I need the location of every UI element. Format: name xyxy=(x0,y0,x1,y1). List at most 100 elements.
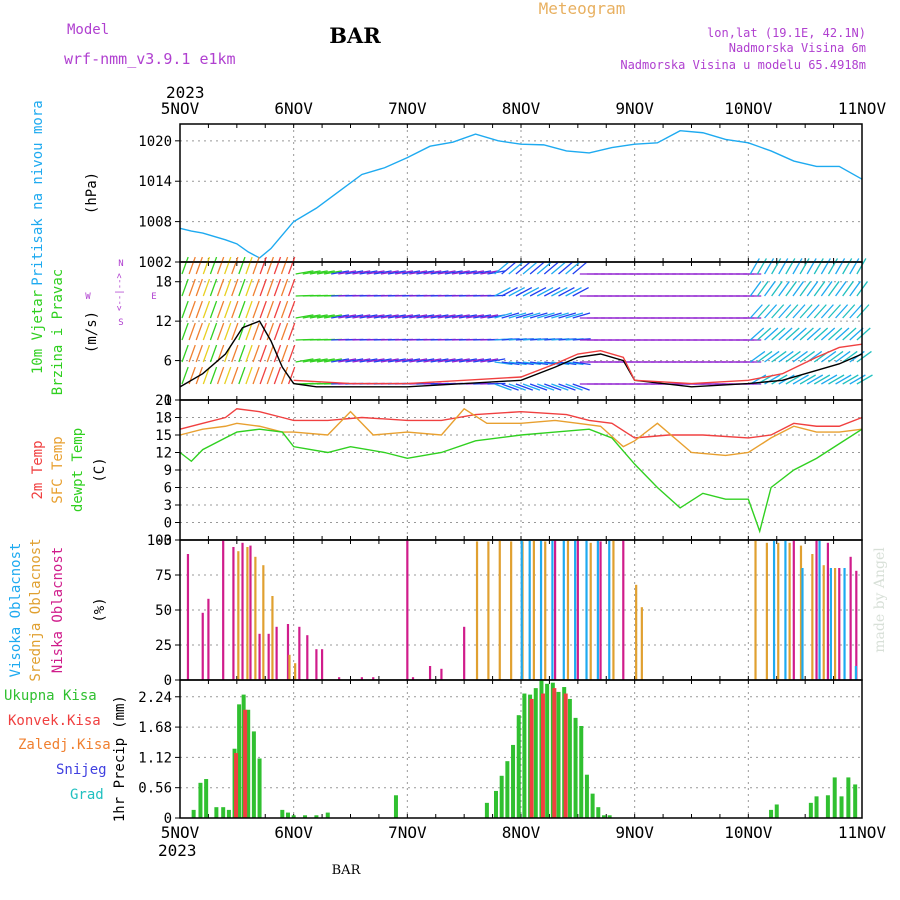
wind-compass-s: S xyxy=(118,318,123,328)
bar-precip xyxy=(291,815,296,818)
wind-arrow xyxy=(508,286,525,297)
wind-arrow xyxy=(508,312,527,319)
wind-arrow xyxy=(216,322,225,341)
wind-arrow xyxy=(572,261,587,275)
wind-arrow xyxy=(338,270,357,275)
bar-precip xyxy=(540,693,545,818)
y-tick-label: 0 xyxy=(164,393,172,409)
bar-cloud xyxy=(288,654,291,680)
x-tick-label-top: 11NOV xyxy=(838,99,887,118)
wind-arrow xyxy=(331,358,350,363)
wind-arrow xyxy=(842,374,859,385)
wind-arrow xyxy=(501,383,519,391)
wind-arrow xyxy=(309,270,328,275)
bar-cloud xyxy=(298,626,301,680)
wind-arrow xyxy=(792,304,806,319)
bar-cloud xyxy=(596,540,599,680)
wind-arrow xyxy=(345,314,364,319)
wind-arrow xyxy=(757,350,773,363)
cloud-ylabel3: Niska Oblacnost xyxy=(50,547,66,673)
year-label-bottom: 2023 xyxy=(158,841,197,860)
wind-arrow xyxy=(494,312,513,319)
wind-arrow xyxy=(259,344,267,363)
precip-unit: (mm) xyxy=(112,695,128,729)
station-title: BAR xyxy=(329,23,381,48)
bar-cloud xyxy=(599,541,602,680)
wind-arrow xyxy=(444,358,463,363)
bar-cloud xyxy=(562,540,565,680)
precip-ylabel: 1hr Precip xyxy=(112,738,128,822)
bar-precip xyxy=(251,731,256,818)
wind-arrow xyxy=(778,350,794,363)
bar-cloud xyxy=(338,677,341,680)
temp-ylabel3: dewpt Temp xyxy=(70,428,86,512)
wind-arrow xyxy=(295,314,314,319)
x-axis-bottom: 5NOV 6NOV 7NOV 8NOV 9NOV 10NOV 11NOV xyxy=(161,823,887,842)
bar-cloud xyxy=(275,626,278,680)
wind-arrow xyxy=(785,350,801,363)
bar-precip xyxy=(237,704,242,818)
bar-cloud xyxy=(246,547,249,680)
wind-arrow xyxy=(202,300,211,319)
wind-arrow xyxy=(856,304,870,319)
bar-precip xyxy=(280,809,285,818)
wind-arrow xyxy=(828,374,845,385)
wind-arrow xyxy=(387,358,406,363)
bar-cloud xyxy=(544,541,547,680)
wind-arrow xyxy=(544,286,561,297)
bar-cloud xyxy=(539,540,543,680)
wind-arrow xyxy=(224,322,232,341)
wind-arrow xyxy=(856,327,871,341)
wind-arrow xyxy=(544,361,563,366)
wind-arrow xyxy=(259,300,267,319)
bar-cloud xyxy=(551,540,554,680)
y-tick-label: 25 xyxy=(155,638,172,654)
wind-arrow xyxy=(771,258,782,275)
bar-cloud xyxy=(528,540,531,680)
wind-arrow xyxy=(522,286,540,297)
wind-arrow xyxy=(366,314,385,319)
bar-cloud xyxy=(360,677,363,680)
wind-arrow xyxy=(209,366,218,385)
bar-cloud xyxy=(463,626,466,680)
temp-ylabel: 2m Temp xyxy=(30,440,46,499)
wind-arrow xyxy=(352,270,371,275)
wind-arrow xyxy=(216,300,225,319)
wind-arrow xyxy=(501,261,516,275)
bar-cloud xyxy=(232,547,235,680)
wind-arrow xyxy=(259,322,267,341)
wind-arrow xyxy=(366,270,385,275)
wind-arrow xyxy=(558,383,576,391)
wind-arrow xyxy=(259,366,267,385)
wind-arrow xyxy=(536,286,554,297)
wind-arrow xyxy=(316,358,335,363)
wind-arrow xyxy=(529,286,547,297)
wind-arrow xyxy=(799,304,813,319)
bar-precip xyxy=(567,698,572,818)
wind-arrow xyxy=(494,361,513,366)
bar-precip xyxy=(204,779,209,818)
wind-arrow xyxy=(195,278,203,297)
wind-arrow xyxy=(287,344,296,363)
wind-arrow xyxy=(287,366,296,385)
wind-arrow xyxy=(565,286,582,297)
wind-arrow xyxy=(458,314,477,319)
wind-arrow xyxy=(749,258,760,275)
panel-frame xyxy=(179,679,863,819)
wind-arrow xyxy=(842,327,857,341)
wind-arrow xyxy=(537,312,555,319)
wind-arrow xyxy=(480,314,499,319)
y-tick-label: 12 xyxy=(155,446,172,462)
wind-arrow xyxy=(544,383,562,391)
wind-arrow xyxy=(792,350,808,363)
wind-arrow xyxy=(494,383,512,391)
y-tick-label: 0 xyxy=(164,811,172,827)
wind-arrow xyxy=(551,361,570,366)
bar-cloud xyxy=(574,540,577,680)
bar-cloud xyxy=(372,677,375,680)
x-axis-top: 5NOV 6NOV 7NOV 8NOV 9NOV 10NOV 11NOV xyxy=(161,99,887,118)
wind-arrow xyxy=(749,327,765,341)
bar-cloud xyxy=(792,540,795,680)
bar-precip xyxy=(545,683,550,818)
wind-arrow xyxy=(799,258,810,275)
